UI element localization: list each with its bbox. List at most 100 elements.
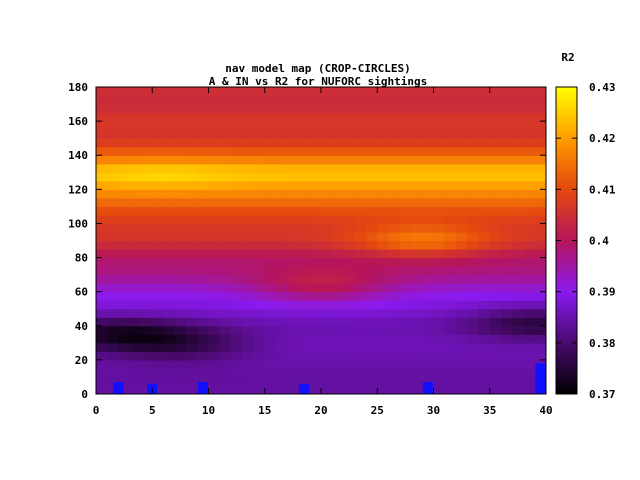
heatmap-cell [118,206,131,216]
heatmap-cell [467,249,480,259]
heatmap-cell [298,121,311,131]
x-tick-label: 40 [539,404,552,417]
heatmap-cell [197,342,210,352]
heatmap-cell [276,368,288,378]
heatmap-cell [489,266,502,276]
heatmap-cell [118,121,131,131]
heatmap-cell [411,121,423,131]
heatmap-cell [152,359,165,370]
heatmap-cell [512,385,525,394]
heatmap-cell [501,163,513,173]
heatmap-cell [523,206,536,216]
heatmap-cell [163,112,176,122]
heatmap-cell [231,274,243,284]
heatmap-cell [456,266,468,276]
y-tick-label: 0 [81,388,88,401]
heatmap-cell [478,240,491,250]
heatmap-cell [377,121,390,131]
heatmap-cell [174,266,187,276]
heatmap-cell [433,351,446,361]
heatmap-cell [411,138,423,148]
heatmap-cell [366,155,378,165]
heatmap-cell [152,189,165,199]
heatmap-cell [501,385,513,394]
colorbar-axis: 0.37 0.38 0.39 0.4 0.41 0.42 0.43 [556,81,616,401]
heatmap-cell [208,206,221,216]
heatmap-cell [456,104,468,114]
heatmap-cell [197,214,210,225]
heatmap-cell [489,359,502,370]
heatmap-cell [377,291,390,301]
heatmap-cell [354,180,367,190]
heatmap-cell [399,223,412,233]
heatmap-cell [174,172,187,182]
heatmap-cell [186,163,198,173]
heatmap-cell [309,87,322,97]
heatmap-cell [366,231,378,242]
heatmap-cell [264,283,277,293]
heatmap-cell [343,376,356,387]
heatmap-cell [433,155,446,165]
heatmap-cell [242,104,255,114]
heatmap-cell [174,231,187,242]
heatmap-cell [321,283,333,293]
heatmap-cell [219,308,232,318]
heatmap-cell [208,155,221,165]
heatmap-cell [231,197,243,207]
heatmap-cell [242,155,255,165]
heatmap-cell [377,172,390,182]
heatmap-cell [433,223,446,233]
heatmap-cell [422,206,435,216]
heatmap-cell [107,163,120,173]
heatmap-cell [197,300,210,310]
heatmap-cell [174,87,187,97]
heatmap-cell [152,223,165,233]
heatmap-cell [264,257,277,267]
heatmap-cell [456,283,468,293]
heatmap-cell [118,291,131,301]
heatmap-cell [152,249,165,259]
heatmap-cell [197,87,210,97]
heatmap-cell [141,197,153,207]
heatmap-cell [141,223,153,233]
heatmap-cell [388,223,401,233]
heatmap-cell [96,368,108,378]
heatmap-cell [501,249,513,259]
heatmap-cell [298,283,311,293]
heatmap-cell [354,112,367,122]
heatmap-cell [242,359,255,370]
heatmap-cell [399,266,412,276]
y-tick-label: 140 [68,149,88,162]
heatmap-cell [298,325,311,335]
heatmap-cell [264,87,277,97]
heatmap-cell [298,206,311,216]
heatmap-cell [287,249,300,259]
heatmap-cell [512,266,525,276]
heatmap-cell [399,180,412,190]
heatmap-cell [332,249,345,259]
heatmap-cell [186,138,198,148]
heatmap-cell [264,163,277,173]
heatmap-cell [107,206,120,216]
heatmap-cell [399,172,412,182]
heatmap-cell [422,197,435,207]
heatmap-cell [163,308,176,318]
heatmap-cell [309,146,322,156]
heatmap-cell [534,138,546,148]
heatmap-cell [163,231,176,242]
heatmap-cell [321,155,333,165]
heatmap-cell [354,291,367,301]
heatmap-cell [107,214,120,225]
heatmap-cell [354,342,367,352]
heatmap-cell [118,104,131,114]
heatmap-cell [354,283,367,293]
heatmap-cell [152,351,165,361]
heatmap-cell [354,257,367,267]
heatmap-cell [366,197,378,207]
heatmap-cell [399,189,412,199]
heatmap-cell [444,300,457,310]
heatmap-cell [321,87,333,97]
heatmap-cell [276,376,288,387]
heatmap-cell [422,334,435,344]
heatmap-cell [478,138,491,148]
